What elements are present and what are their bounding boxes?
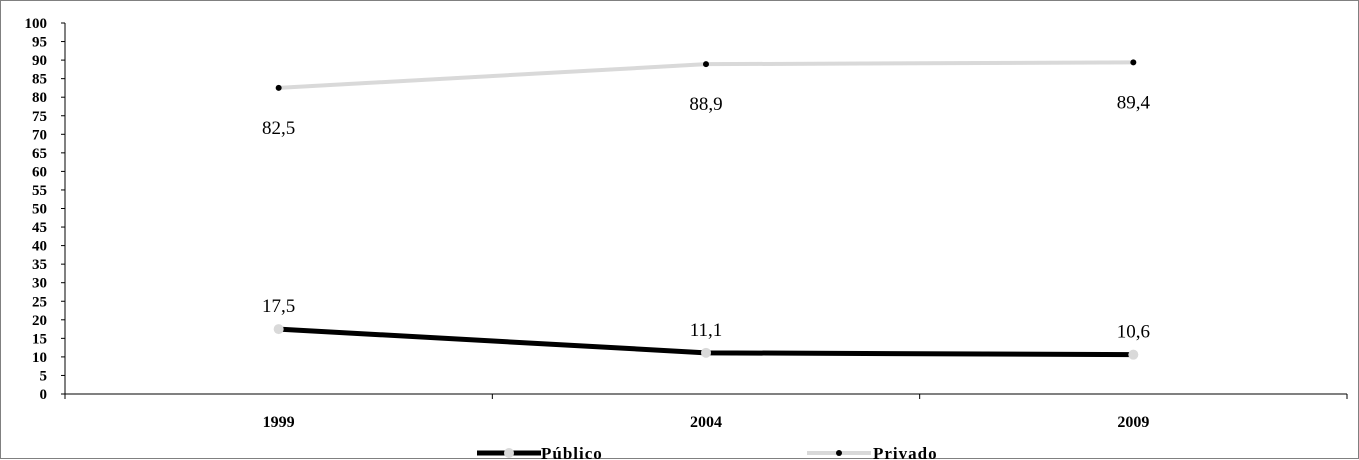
data-point-publico (701, 347, 711, 358)
data-point-publico (273, 324, 284, 335)
data-label-publico: 10,6 (1117, 322, 1150, 343)
y-tick-label: 85 (32, 72, 47, 88)
y-tick-label: 45 (32, 220, 47, 236)
data-point-privado (703, 61, 709, 68)
y-tick-label: 65 (32, 146, 47, 162)
y-tick-label: 95 (32, 35, 47, 51)
y-tick-label: 100 (25, 16, 48, 32)
x-tick-label: 2009 (1117, 414, 1149, 431)
x-tick-label: 1999 (263, 414, 295, 431)
data-label-publico: 11,1 (690, 320, 723, 341)
y-tick-label: 75 (32, 109, 47, 125)
y-tick-label: 70 (32, 127, 47, 143)
y-tick-label: 25 (32, 294, 47, 310)
y-tick-label: 15 (32, 331, 47, 347)
y-tick-label: 55 (32, 183, 47, 199)
y-axis-ticks: 0 5 10 15 20 25 30 35 40 45 50 55 60 65 70 75 80 85 90 95 10… (25, 16, 65, 403)
x-axis-ticks: 1999 2004 2009 (64, 394, 1348, 431)
y-tick-label: 50 (32, 202, 47, 218)
data-label-publico: 17,5 (262, 296, 295, 317)
legend-marker-privado (836, 450, 842, 456)
x-tick-label: 2004 (690, 414, 722, 431)
data-point-privado (1130, 59, 1137, 66)
legend-label-privado: Privado (873, 444, 938, 460)
data-labels: 17,5 11,1 10,6 82,5 88,9 89,4 (262, 92, 1150, 342)
data-point-privado (275, 84, 282, 91)
series-layer (273, 59, 1139, 360)
data-label-privado: 89,4 (1117, 92, 1151, 113)
y-tick-label: 80 (32, 90, 47, 106)
legend-marker-publico (504, 448, 514, 458)
data-label-privado: 88,9 (689, 94, 722, 115)
y-tick-label: 60 (32, 164, 47, 180)
y-tick-label: 5 (40, 368, 48, 384)
legend-label-publico: Público (541, 444, 603, 460)
data-point-publico (1128, 349, 1139, 360)
data-label-privado: 82,5 (262, 118, 295, 139)
legend: Público Privado (477, 444, 938, 460)
y-tick-label: 30 (32, 276, 47, 292)
y-tick-label: 20 (32, 313, 47, 329)
y-tick-label: 10 (32, 350, 47, 366)
y-tick-label: 90 (32, 53, 47, 69)
y-tick-label: 40 (32, 239, 47, 255)
y-tick-label: 0 (40, 387, 48, 403)
y-tick-label: 35 (32, 257, 47, 273)
